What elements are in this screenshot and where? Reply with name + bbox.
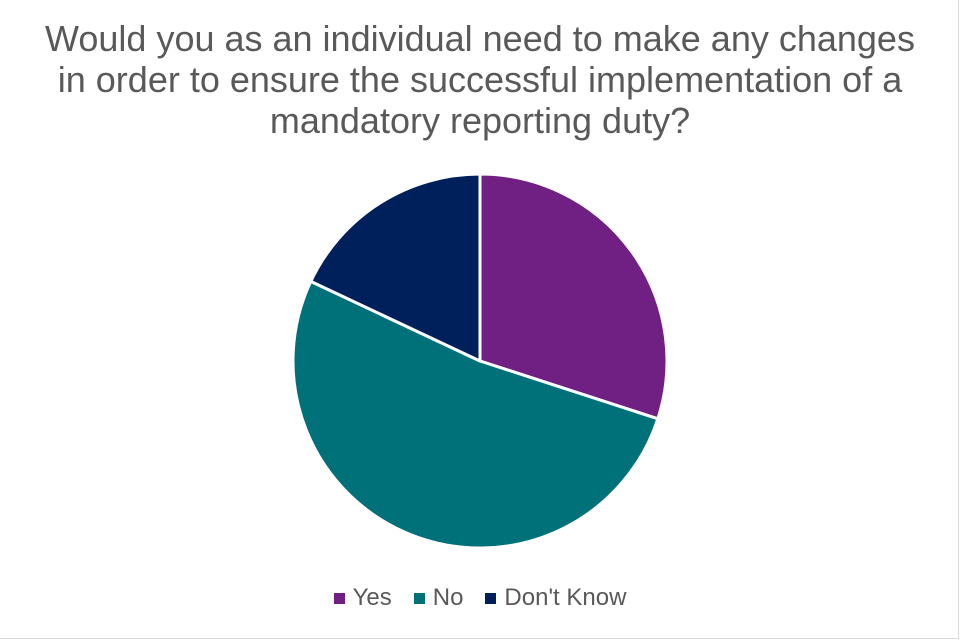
chart-title-line-1: Would you as an individual need to make … [45, 18, 915, 59]
chart-title-line-3: mandatory reporting duty? [269, 100, 691, 141]
pie-slice-dont-know [309, 172, 482, 363]
chart-legend: Yes No Don't Know [0, 584, 960, 612]
legend-item-no: No [413, 584, 464, 612]
legend-item-dont-know: Don't Know [485, 584, 626, 612]
legend-item-yes: Yes [333, 584, 392, 612]
chart-title: Would you as an individual need to make … [0, 18, 960, 141]
legend-label-yes: Yes [352, 584, 392, 611]
legend-swatch-yes [333, 592, 345, 604]
pie-slice-no [291, 279, 660, 550]
pie-slice-yes [478, 172, 669, 421]
legend-swatch-dont-know [485, 592, 497, 604]
legend-label-no: No [432, 584, 464, 611]
legend-swatch-no [413, 592, 425, 604]
legend-label-dont-know: Don't Know [504, 584, 627, 611]
chart-title-line-2: in order to ensure the successful implem… [57, 59, 903, 100]
